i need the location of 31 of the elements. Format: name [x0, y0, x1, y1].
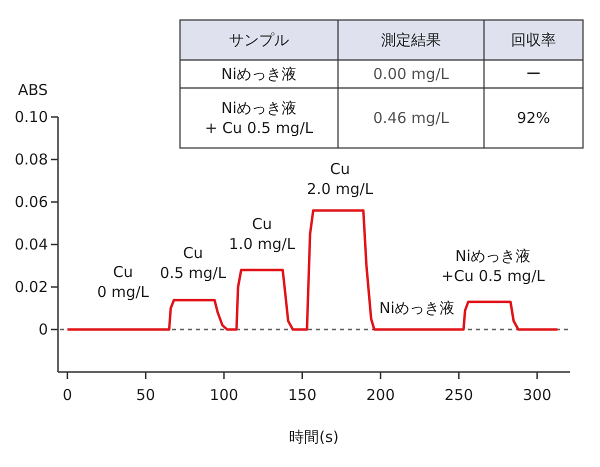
x-tick-label: 300	[522, 386, 552, 404]
text: 0.00 mg/L	[373, 65, 449, 83]
annotation: 0.46 mg/L	[373, 109, 450, 127]
x-tick-label: 0	[62, 386, 72, 404]
y-tick-label: 0	[38, 320, 48, 338]
x-tick-label: 150	[288, 386, 317, 404]
text: 測定結果	[381, 31, 441, 49]
x-tick-label: 100	[210, 386, 238, 404]
text: ー	[526, 65, 541, 83]
y-tick-label: 0.08	[14, 150, 48, 168]
annotation: Cu 2.0 mg/L	[306, 160, 374, 198]
annotation: Niめっき液 + Cu 0.5 mg/L	[204, 99, 314, 137]
y-tick-label: 0.06	[14, 192, 48, 211]
annotation: 92%	[516, 109, 550, 127]
text: サンプル	[229, 31, 289, 49]
annotation: Cu 1.0 mg/L	[228, 215, 296, 253]
y-tick-label: 0.04	[14, 235, 48, 254]
annotation: Cu 0.5 mg/L	[160, 244, 227, 282]
x-tick-label: 50	[136, 386, 156, 404]
annotation: Cu 0 mg/L	[97, 263, 150, 301]
line-series	[66, 209, 559, 331]
x-tick-label: 250	[444, 386, 474, 404]
annotation: Niめっき液 +Cu 0.5 mg/L	[441, 247, 546, 285]
y-tick-label: 0.10	[14, 108, 48, 126]
x-tick-label: 200	[366, 386, 395, 404]
y-tick-label: 0.02	[14, 278, 48, 296]
text: Niめっき液	[221, 65, 297, 83]
y-axis-title: ABS	[18, 81, 48, 99]
annotation: Niめっき液	[379, 299, 455, 317]
x-axis-title: 時間(s)	[289, 428, 339, 446]
text: 回収率	[511, 31, 556, 49]
